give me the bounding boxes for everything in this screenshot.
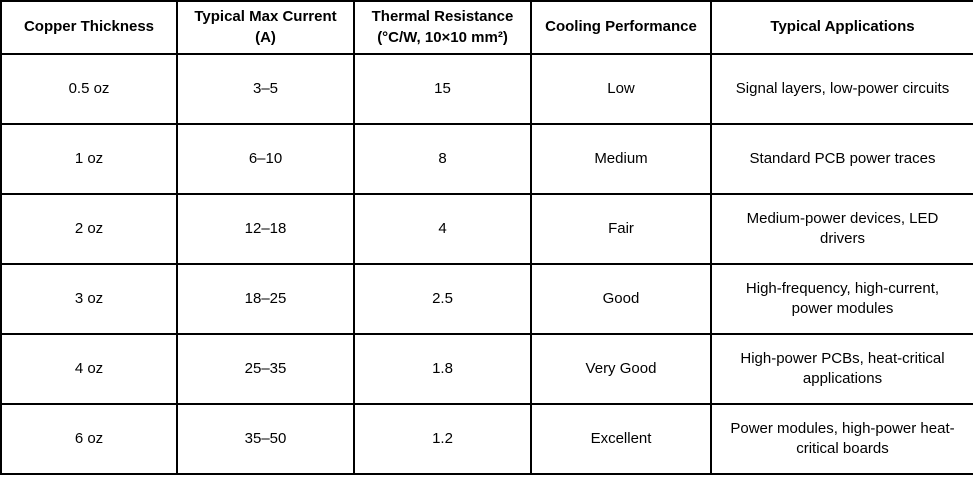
table-row: 0.5 oz 3–5 15 Low Signal layers, low-pow… [0,53,973,125]
cell-copper-thickness: 6 oz [0,403,178,475]
header-typical-max-current: Typical Max Current (A) [176,0,355,55]
cell-typical-applications: High-power PCBs, heat-critical applicati… [710,333,973,405]
header-copper-thickness: Copper Thickness [0,0,178,55]
cell-typical-applications: Power modules, high-power heat-critical … [710,403,973,475]
header-row: Copper Thickness Typical Max Current (A)… [0,0,973,55]
table-row: 4 oz 25–35 1.8 Very Good High-power PCBs… [0,333,973,405]
table-row: 6 oz 35–50 1.2 Excellent Power modules, … [0,403,973,475]
cell-copper-thickness: 3 oz [0,263,178,335]
cell-cooling-performance: Medium [530,123,712,195]
cell-thermal-resistance: 4 [353,193,532,265]
cell-typical-applications: Medium-power devices, LED drivers [710,193,973,265]
cell-cooling-performance: Fair [530,193,712,265]
cell-thermal-resistance: 1.8 [353,333,532,405]
cell-typical-max-current: 3–5 [176,53,355,125]
cell-cooling-performance: Excellent [530,403,712,475]
header-typical-applications: Typical Applications [710,0,973,55]
cell-cooling-performance: Low [530,53,712,125]
cell-typical-applications: High-frequency, high-current, power modu… [710,263,973,335]
cell-thermal-resistance: 1.2 [353,403,532,475]
cell-typical-max-current: 25–35 [176,333,355,405]
cell-typical-applications: Signal layers, low-power circuits [710,53,973,125]
cell-typical-max-current: 35–50 [176,403,355,475]
cell-cooling-performance: Very Good [530,333,712,405]
cell-typical-applications: Standard PCB power traces [710,123,973,195]
cell-copper-thickness: 4 oz [0,333,178,405]
cell-copper-thickness: 0.5 oz [0,53,178,125]
header-cooling-performance: Cooling Performance [530,0,712,55]
cell-copper-thickness: 2 oz [0,193,178,265]
cell-typical-max-current: 6–10 [176,123,355,195]
header-thermal-resistance: Thermal Resistance (°C/W, 10×10 mm²) [353,0,532,55]
cell-thermal-resistance: 2.5 [353,263,532,335]
cell-typical-max-current: 12–18 [176,193,355,265]
cell-copper-thickness: 1 oz [0,123,178,195]
cell-thermal-resistance: 8 [353,123,532,195]
cell-cooling-performance: Good [530,263,712,335]
table-row: 3 oz 18–25 2.5 Good High-frequency, high… [0,263,973,335]
cell-thermal-resistance: 15 [353,53,532,125]
table-row: 1 oz 6–10 8 Medium Standard PCB power tr… [0,123,973,195]
cell-typical-max-current: 18–25 [176,263,355,335]
table-row: 2 oz 12–18 4 Fair Medium-power devices, … [0,193,973,265]
